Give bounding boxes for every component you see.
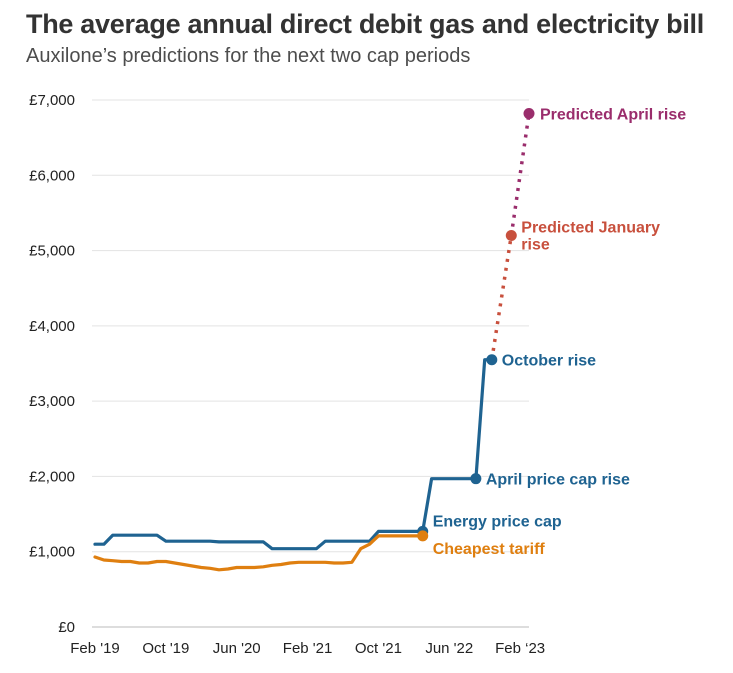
x-tick-label: Jun '20 bbox=[213, 640, 261, 657]
gridlines bbox=[92, 99, 529, 553]
y-tick-label: £6,000 bbox=[29, 167, 75, 184]
annotation-label: Energy price cap bbox=[433, 513, 562, 530]
data-points bbox=[417, 108, 535, 542]
series-line-cheapest bbox=[93, 534, 425, 572]
data-point-marker bbox=[523, 108, 535, 120]
x-tick-label: Feb ‘23 bbox=[495, 640, 545, 657]
data-point-marker bbox=[505, 230, 517, 242]
series-line-january bbox=[490, 235, 514, 360]
annotation-label: October rise bbox=[502, 353, 596, 370]
series-line-april bbox=[509, 113, 531, 236]
annotations: Predicted April rise Predicted January ris… bbox=[433, 107, 687, 558]
y-tick-label: £3,000 bbox=[29, 393, 75, 410]
y-tick-label: £0 bbox=[58, 619, 75, 636]
chart-title: The average annual direct debit gas and … bbox=[26, 9, 704, 39]
data-point-marker bbox=[417, 530, 429, 542]
data-point-marker bbox=[486, 354, 498, 366]
x-tick-label: Oct '21 bbox=[355, 640, 402, 657]
chart-subtitle: Auxilone’s predictions for the next two … bbox=[26, 45, 471, 67]
series-lines bbox=[93, 113, 531, 572]
y-tick-label: £1,000 bbox=[29, 544, 75, 561]
annotation-label: Predicted January rise bbox=[521, 220, 660, 254]
y-tick-label: £5,000 bbox=[29, 243, 75, 260]
series-line-cap bbox=[93, 358, 494, 551]
annotation-label: Cheapest tariff bbox=[433, 541, 546, 558]
x-tick-label: Jun '22 bbox=[425, 640, 473, 657]
x-tick-label: Feb '19 bbox=[70, 640, 120, 657]
annotation-label: Predicted April rise bbox=[540, 107, 686, 124]
x-axis: Feb '19 Oct '19 Jun '20 Feb '21 Oct '21 Jun '… bbox=[70, 626, 545, 657]
data-point-marker bbox=[470, 473, 482, 485]
x-tick-label: Feb '21 bbox=[283, 640, 333, 657]
y-axis: £0 £1,000 £2,000 £3,000 £4,000 £5,000 £6,000 £7… bbox=[29, 92, 75, 636]
y-tick-label: £7,000 bbox=[29, 92, 75, 109]
y-tick-label: £2,000 bbox=[29, 468, 75, 485]
annotation-label: April price cap rise bbox=[486, 472, 630, 489]
x-tick-label: Oct '19 bbox=[142, 640, 189, 657]
y-tick-label: £4,000 bbox=[29, 318, 75, 335]
